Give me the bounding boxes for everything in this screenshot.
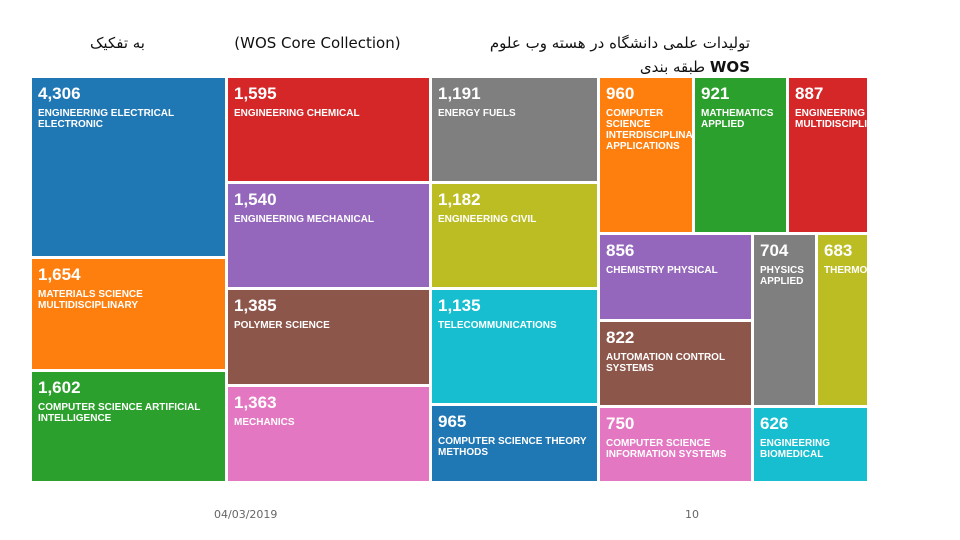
tile-category-label: ENGINEERING BIOMEDICAL bbox=[760, 438, 831, 460]
treemap-tile: 1,654 MATERIALS SCIENCE MULTIDISCIPLINARY bbox=[32, 259, 228, 372]
tile-category-label: COMPUTER SCIENCE INTERDISCIPLINARY APPLI… bbox=[606, 108, 693, 152]
tile-category-label: CHEMISTRY PHYSICAL bbox=[606, 265, 718, 276]
slide-title-line-2: طبقه بندی WOS bbox=[500, 58, 750, 76]
tile-value: 1,191 bbox=[438, 84, 481, 103]
page-number: 10 bbox=[685, 508, 699, 521]
treemap-tile: 1,182 ENGINEERING CIVIL bbox=[432, 184, 600, 290]
tile-value: 856 bbox=[606, 241, 635, 260]
treemap-tile: 750 COMPUTER SCIENCE INFORMATION SYSTEMS bbox=[600, 408, 754, 484]
treemap-tile: 1,595 ENGINEERING CHEMICAL bbox=[228, 78, 432, 184]
title-line2-wos: WOS bbox=[709, 58, 750, 76]
tile-category-label: AUTOMATION CONTROL SYSTEMS bbox=[606, 352, 725, 374]
tile-category-label: ENGINEERING CIVIL bbox=[438, 214, 537, 225]
tile-category-label: COMPUTER SCIENCE INFORMATION SYSTEMS bbox=[606, 438, 727, 460]
tile-category-label: MECHANICS bbox=[234, 417, 295, 428]
tile-value: 887 bbox=[795, 84, 824, 103]
treemap-tile: 856 CHEMISTRY PHYSICAL bbox=[600, 235, 754, 322]
tile-category-label: ENGINEERING CHEMICAL bbox=[234, 108, 360, 119]
treemap-tile: 1,191 ENERGY FUELS bbox=[432, 78, 600, 184]
tile-value: 1,385 bbox=[234, 296, 277, 315]
title-part-c: به تفکیک bbox=[90, 34, 145, 52]
tile-value: 683 bbox=[824, 241, 853, 260]
treemap-tile: 1,385 POLYMER SCIENCE bbox=[228, 290, 432, 387]
tile-category-label: COMPUTER SCIENCE THEORY METHODS bbox=[438, 436, 587, 458]
tile-value: 1,602 bbox=[38, 378, 81, 397]
footer-date: 04/03/2019 bbox=[214, 508, 278, 521]
tile-category-label: MATERIALS SCIENCE MULTIDISCIPLINARY bbox=[38, 289, 143, 311]
tile-value: 960 bbox=[606, 84, 635, 103]
tile-category-label: COMPUTER SCIENCE ARTIFICIAL INTELLIGENCE bbox=[38, 402, 201, 424]
tile-category-label: POLYMER SCIENCE bbox=[234, 320, 330, 331]
tile-value: 1,135 bbox=[438, 296, 481, 315]
treemap-tile: 1,363 MECHANICS bbox=[228, 387, 432, 484]
treemap-tile: 1,540 ENGINEERING MECHANICAL bbox=[228, 184, 432, 290]
tile-value: 1,182 bbox=[438, 190, 481, 209]
treemap-tile: 626 ENGINEERING BIOMEDICAL bbox=[754, 408, 870, 484]
treemap-tile: 960 COMPUTER SCIENCE INTERDISCIPLINARY AP… bbox=[600, 78, 695, 235]
tile-category-label: ENGINEERING MULTIDISCIPLINARY bbox=[795, 108, 868, 130]
tile-value: 704 bbox=[760, 241, 789, 260]
tile-value: 921 bbox=[701, 84, 730, 103]
treemap-tile: 1,602 COMPUTER SCIENCE ARTIFICIAL INTELLI… bbox=[32, 372, 228, 484]
slide-title-line-1: به تفکیک (WOS Core Collection) تولیدات ع… bbox=[90, 34, 750, 52]
treemap-tile: 1,135 TELECOMMUNICATIONS bbox=[432, 290, 600, 406]
title-part-b: (WOS Core Collection) bbox=[234, 34, 401, 52]
treemap-tile: 822 AUTOMATION CONTROL SYSTEMS bbox=[600, 322, 754, 408]
tile-category-label: TELECOMMUNICATIONS bbox=[438, 320, 557, 331]
tile-category-label: THERMODYNAMICS bbox=[824, 265, 870, 276]
tile-category-label: MATHEMATICS APPLIED bbox=[701, 108, 774, 130]
title-part-a: تولیدات علمی دانشگاه در هسته وب علوم bbox=[489, 34, 750, 52]
tile-value: 1,654 bbox=[38, 265, 81, 284]
tile-category-label: PHYSICS APPLIED bbox=[760, 265, 804, 287]
tile-category-label: ENGINEERING ELECTRICAL ELECTRONIC bbox=[38, 108, 174, 130]
tile-value: 626 bbox=[760, 414, 789, 433]
tile-value: 1,363 bbox=[234, 393, 277, 412]
treemap-tile: 887 ENGINEERING MULTIDISCIPLINARY bbox=[789, 78, 870, 235]
title-line2-prefix: طبقه بندی bbox=[639, 58, 706, 76]
treemap-tile: 704 PHYSICS APPLIED bbox=[754, 235, 818, 408]
treemap-tile: 683 THERMODYNAMICS bbox=[818, 235, 870, 408]
tile-value: 4,306 bbox=[38, 84, 81, 103]
tile-category-label: ENERGY FUELS bbox=[438, 108, 516, 119]
tile-value: 1,540 bbox=[234, 190, 277, 209]
tile-category-label: ENGINEERING MECHANICAL bbox=[234, 214, 375, 225]
treemap-tile: 965 COMPUTER SCIENCE THEORY METHODS bbox=[432, 406, 600, 484]
treemap-chart: 4,306 ENGINEERING ELECTRICAL ELECTRONIC 1,… bbox=[32, 78, 870, 484]
treemap-tile: 921 MATHEMATICS APPLIED bbox=[695, 78, 789, 235]
tile-value: 822 bbox=[606, 328, 635, 347]
treemap-tile: 4,306 ENGINEERING ELECTRICAL ELECTRONIC bbox=[32, 78, 228, 259]
tile-value: 965 bbox=[438, 412, 467, 431]
tile-value: 1,595 bbox=[234, 84, 277, 103]
tile-value: 750 bbox=[606, 414, 635, 433]
